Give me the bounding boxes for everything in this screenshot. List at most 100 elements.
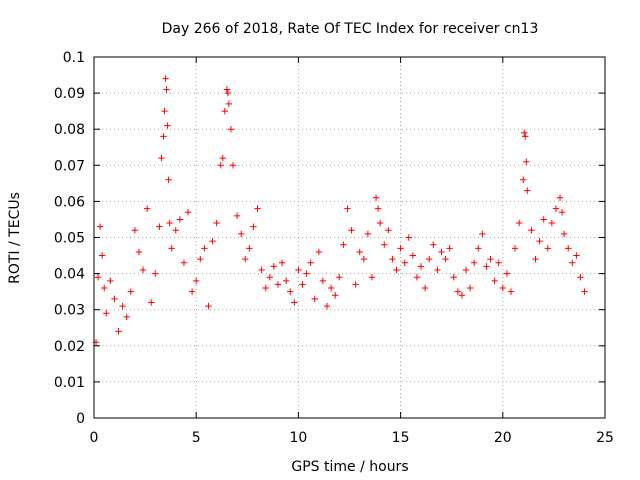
data-point [152,270,159,277]
data-point [507,288,515,295]
data-point [340,241,347,248]
data-point [548,219,556,227]
data-point [127,288,134,295]
y-axis-label: ROTI / TECUs [7,192,23,284]
data-point [556,194,564,201]
data-point [352,281,359,288]
data-point [229,162,237,169]
data-point [364,230,372,238]
data-point [479,230,486,238]
data-point [475,245,482,252]
data-point [184,209,192,216]
data-point [225,100,233,108]
data-point [454,288,462,295]
data-point [421,284,429,292]
data-point [227,126,235,133]
y-tick-label: 0.06 [54,194,85,210]
data-point [224,89,232,97]
data-point [360,255,368,263]
data-point [131,227,139,234]
data-point [495,259,502,266]
data-point [376,219,384,227]
data-point [111,295,118,303]
data-point [569,259,576,266]
data-point [558,209,566,216]
data-point [520,176,527,183]
data-point [315,248,323,256]
data-point [246,245,253,252]
data-point [409,252,417,259]
data-point [176,216,184,223]
data-point [540,216,547,223]
data-point [303,270,310,277]
data-point [470,259,478,266]
y-tick-label: 0.05 [54,231,85,247]
data-point [160,133,167,140]
data-point [565,245,572,252]
data-point [385,227,392,234]
data-point [188,288,196,295]
data-point [417,263,425,270]
data-point [307,259,314,266]
data-point [219,154,226,162]
data-point [368,274,376,281]
data-point [573,252,580,259]
data-point [274,281,282,288]
data-point [560,230,568,238]
data-point [135,248,143,256]
data-point [101,284,108,292]
y-tick-label: 0.09 [54,86,85,102]
data-point [165,176,172,183]
data-point [491,277,498,285]
data-point [487,255,494,263]
data-point [299,281,306,288]
data-point [172,227,179,234]
y-tick-label: 0.02 [54,339,85,355]
y-tick-label: 0.03 [54,303,85,319]
y-tick-label: 0.04 [54,267,85,283]
data-point [291,299,298,306]
data-point [577,274,584,281]
data-point [221,107,229,115]
x-tick-label: 25 [596,430,614,446]
data-point [389,255,396,263]
data-point [266,274,273,281]
data-point [254,205,261,212]
data-point [223,86,231,93]
x-tick-label: 5 [192,430,201,446]
data-point [466,284,474,292]
data-point [98,252,106,259]
data-point [158,154,165,162]
data-point [532,255,539,263]
data-points [92,75,588,346]
data-point [523,158,530,165]
x-tick-label: 10 [289,430,307,446]
plot-frame [93,56,606,419]
data-point [205,302,212,310]
data-point [217,162,224,169]
data-point [511,245,519,252]
data-point [319,277,327,285]
data-point [193,277,200,285]
data-point [499,284,506,292]
data-point [311,295,318,303]
data-point [515,219,523,227]
data-point [483,263,490,270]
data-point [522,133,529,140]
data-point [242,255,249,263]
data-point [262,284,269,292]
data-point [393,266,400,274]
data-point [401,259,408,266]
data-point [166,219,173,227]
data-point [119,302,126,310]
data-point [123,313,130,321]
data-point [503,270,511,277]
data-point [446,245,453,252]
y-tick-label: 0.07 [54,158,85,174]
data-point [96,223,104,230]
data-point [197,255,204,263]
axis-ticks: 0 0.01 0.02 0.03 0.04 0.05 0.06 0.07 0.08 0.09 0.1… [54,50,614,446]
data-point [209,237,216,245]
y-tick-label: 0.1 [63,50,85,66]
